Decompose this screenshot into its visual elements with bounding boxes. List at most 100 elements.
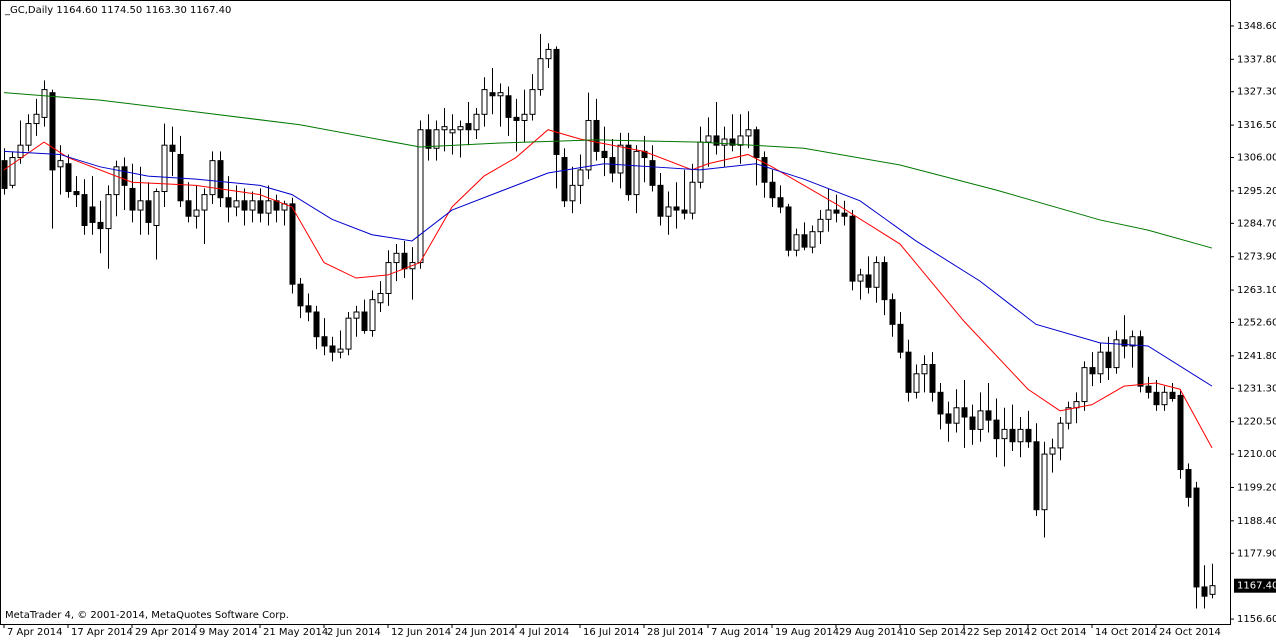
- x-tick-label: 22 Sep 2014: [967, 627, 1030, 638]
- candle-body: [369, 299, 376, 332]
- candle-body: [609, 157, 616, 174]
- candle-body: [601, 150, 608, 159]
- y-tick-label: 1188.40: [1237, 516, 1276, 527]
- candle-body: [561, 157, 568, 202]
- candle-body: [657, 184, 664, 217]
- candle-body: [305, 305, 312, 313]
- y-tick-label: 1252.60: [1237, 318, 1276, 329]
- candle-body: [929, 364, 936, 393]
- candle-body: [993, 419, 1000, 440]
- candle-body: [857, 274, 864, 282]
- candle-body: [785, 206, 792, 251]
- candle-body: [689, 181, 696, 214]
- candle-body: [1121, 339, 1128, 347]
- candle-body: [1113, 339, 1120, 369]
- candle-body: [241, 200, 248, 211]
- candle-body: [729, 138, 736, 146]
- x-tick-label: 16 Jul 2014: [583, 627, 640, 638]
- candle-body: [897, 323, 904, 353]
- y-tick-label: 1327.30: [1237, 87, 1276, 98]
- candle-body: [225, 197, 232, 208]
- candle-body: [41, 89, 48, 118]
- y-tick-label: 1348.60: [1237, 21, 1276, 32]
- x-tick-label: 7 Aug 2014: [711, 627, 769, 638]
- candle-body: [577, 169, 584, 186]
- candle-body: [97, 221, 104, 230]
- candle-body: [537, 58, 544, 91]
- candle-body: [81, 194, 88, 227]
- candle-body: [969, 416, 976, 430]
- candle-body: [233, 200, 240, 208]
- candle-body: [137, 200, 144, 211]
- candle-body: [1009, 428, 1016, 443]
- last-price-box: [1234, 578, 1276, 593]
- candle-body: [89, 206, 96, 223]
- x-tick-label: 9 May 2014: [199, 627, 258, 638]
- y-tick-label: 1337.80: [1237, 54, 1276, 65]
- candle-body: [705, 135, 712, 143]
- candle-body: [113, 166, 120, 196]
- candle-body: [25, 123, 32, 146]
- candle-body: [1145, 385, 1152, 393]
- candle-body: [417, 129, 424, 264]
- candle-body: [489, 92, 496, 97]
- candle-body: [793, 234, 800, 251]
- candle-body: [433, 129, 440, 149]
- candle-body: [1033, 441, 1040, 511]
- candle-body: [377, 292, 384, 304]
- candle-body: [817, 218, 824, 233]
- candle-body: [465, 123, 472, 131]
- candle-body: [801, 234, 808, 248]
- candle-body: [1153, 391, 1160, 406]
- candle-body: [425, 129, 432, 149]
- candle-body: [185, 200, 192, 217]
- candle-body: [953, 407, 960, 424]
- candle-body: [889, 299, 896, 325]
- candle-body: [1081, 367, 1088, 403]
- x-tick-label: 29 Aug 2014: [839, 627, 903, 638]
- candle-body: [1049, 447, 1056, 455]
- candle-body: [1129, 336, 1136, 347]
- y-tick-label: 1199.20: [1237, 482, 1276, 493]
- y-tick-label: 1241.80: [1237, 351, 1276, 362]
- candle-body: [593, 119, 600, 152]
- y-tick-label: 1316.50: [1237, 120, 1276, 131]
- candle-body: [961, 407, 968, 418]
- candle-body: [345, 317, 352, 350]
- x-tick-label: 2 Oct 2014: [1031, 627, 1086, 638]
- candle-body: [153, 191, 160, 227]
- candle-body: [1057, 422, 1064, 449]
- candle-body: [401, 252, 408, 270]
- candle-body: [1105, 351, 1112, 369]
- candle-body: [865, 274, 872, 288]
- candle-body: [937, 391, 944, 415]
- candle-body: [353, 311, 360, 319]
- candle-body: [745, 129, 752, 137]
- candle-body: [1001, 428, 1008, 440]
- candle-body: [849, 215, 856, 282]
- x-tick-label: 24 Oct 2014: [1159, 627, 1221, 638]
- candle-body: [1209, 585, 1216, 595]
- candle-body: [257, 200, 264, 214]
- candle-body: [209, 160, 216, 196]
- candle-body: [145, 200, 152, 223]
- y-tick-label: 1295.20: [1237, 186, 1276, 197]
- candle-body: [841, 212, 848, 217]
- candle-body: [1169, 391, 1176, 399]
- x-tick-label: 19 Aug 2014: [775, 627, 839, 638]
- candle-body: [481, 89, 488, 115]
- candle-body: [553, 48, 560, 155]
- candle-body: [457, 126, 464, 131]
- x-tick-label: 7 Apr 2014: [7, 627, 62, 638]
- candle-body: [769, 181, 776, 199]
- candle-body: [665, 206, 672, 217]
- candle-body: [289, 203, 296, 285]
- candle-body: [529, 89, 536, 115]
- x-tick-label: 14 Oct 2014: [1095, 627, 1157, 638]
- x-tick-label: 28 Jul 2014: [647, 627, 704, 638]
- candle-body: [161, 144, 168, 193]
- candle-body: [697, 141, 704, 183]
- candle-body: [217, 160, 224, 199]
